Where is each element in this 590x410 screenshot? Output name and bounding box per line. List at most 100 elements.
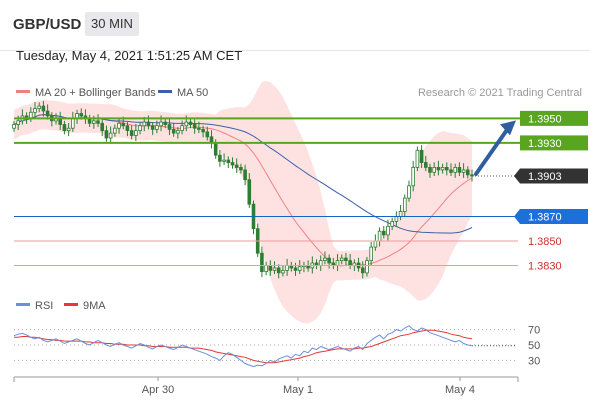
- candle-body: [285, 265, 289, 271]
- candle-body: [281, 269, 285, 274]
- candle-body: [104, 130, 109, 139]
- candle-body: [205, 131, 210, 138]
- candle-body: [218, 154, 222, 162]
- rsi-tick-label: 30: [528, 355, 540, 367]
- candle-body: [293, 267, 298, 271]
- candle-body: [125, 125, 130, 131]
- current-price-label: 1.3903: [528, 171, 562, 183]
- support-label: 1.3850: [528, 236, 562, 248]
- candle-body: [222, 159, 226, 162]
- forecast-arrow-head: [500, 120, 516, 136]
- candle-body: [339, 257, 344, 262]
- candle-body: [180, 125, 184, 131]
- candle-body: [37, 105, 41, 109]
- candle-body: [100, 122, 105, 132]
- legend-rsi-label: RSI: [35, 300, 53, 312]
- resistance-tag: [520, 110, 588, 126]
- candle-body: [432, 166, 436, 173]
- candle-body: [335, 260, 340, 266]
- candle-body: [41, 105, 46, 112]
- legend-ma20-swatch: [16, 90, 30, 93]
- candle-body: [201, 128, 205, 133]
- candle-body: [108, 132, 113, 139]
- candle-body: [234, 164, 239, 168]
- price-levels: 1.3950 1.3930 1.3870 1.3850 1.3830 1.3903: [14, 110, 588, 272]
- candle-body: [440, 166, 445, 171]
- candle-body: [407, 185, 411, 199]
- current-price-tag: [514, 168, 588, 184]
- candle-body: [16, 120, 20, 125]
- candle-body: [461, 169, 466, 173]
- candle-body: [117, 122, 121, 129]
- forecast-arrow-shaft: [474, 126, 510, 176]
- candle-body: [113, 127, 117, 134]
- candle-body: [121, 122, 126, 127]
- candle-body: [62, 124, 67, 131]
- rsi-tick-label: 70: [528, 325, 540, 337]
- rsi-9ma-line: [14, 329, 473, 364]
- resistance-label: 1.3930: [528, 138, 562, 150]
- candle-body: [33, 108, 37, 113]
- candle-body: [213, 142, 218, 156]
- candle-body: [239, 166, 243, 171]
- candle-body: [71, 118, 75, 129]
- candle-body: [138, 125, 142, 131]
- support-tag: [514, 208, 588, 224]
- candle-body: [423, 162, 428, 168]
- rsi-plot-area: 70 50 30: [13, 325, 540, 368]
- x-tick-label: May 4: [445, 384, 475, 396]
- legend-9ma-label: 9MA: [83, 300, 106, 312]
- copyright-label: Research © 2021 Trading Central: [418, 87, 582, 99]
- candle-body: [365, 260, 369, 274]
- candle-body: [260, 252, 264, 272]
- rsi-line: [13, 325, 473, 368]
- timeframe-badge[interactable]: 30 MIN: [85, 12, 139, 36]
- candle-body: [457, 166, 462, 173]
- x-axis-ticks: Apr 30 May 1 May 4: [142, 377, 475, 396]
- candle-body: [297, 266, 302, 271]
- candle-body: [348, 260, 352, 266]
- price-plot-area: [12, 80, 474, 324]
- candle-body: [381, 230, 386, 236]
- chart-header: GBP/USD 30 MIN: [0, 0, 590, 51]
- candle-body: [369, 246, 373, 262]
- candle-body: [419, 149, 424, 164]
- candle-body: [155, 125, 159, 130]
- candle-body: [79, 113, 84, 117]
- candle-body: [176, 130, 180, 134]
- candle-body: [92, 120, 96, 124]
- candle-body: [167, 124, 172, 130]
- candle-body: [402, 197, 407, 213]
- candle-body: [272, 267, 277, 271]
- candle-body: [415, 149, 420, 168]
- x-tick-label: May 1: [283, 384, 313, 396]
- x-tick-label: Apr 30: [142, 384, 174, 396]
- candle-body: [142, 121, 147, 127]
- legend-ma50-label: MA 50: [177, 87, 208, 99]
- candle-body: [377, 230, 382, 242]
- candle-body: [188, 121, 193, 125]
- candle-body: [323, 257, 327, 262]
- candle-body: [184, 121, 189, 127]
- candle-body: [171, 128, 176, 134]
- legend-9ma-swatch: [64, 303, 78, 306]
- candle-body: [428, 166, 432, 173]
- candle-body: [226, 159, 231, 164]
- candle-body: [12, 124, 16, 129]
- candle-body: [276, 267, 281, 274]
- candle-body: [390, 220, 394, 227]
- support-label: 1.3870: [528, 211, 562, 223]
- candle-body: [247, 179, 252, 205]
- candle-body: [444, 166, 449, 171]
- candle-body: [268, 265, 273, 271]
- candle-body: [436, 166, 441, 171]
- candle-body: [344, 257, 348, 262]
- resistance-label: 1.3950: [528, 113, 562, 125]
- candle-body: [163, 121, 168, 125]
- legend-ma20-label: MA 20 + Bollinger Bands: [35, 87, 156, 99]
- candle-body: [318, 260, 323, 266]
- resistance-tag: [520, 135, 588, 151]
- candle-body: [159, 121, 163, 127]
- candle-body: [465, 169, 470, 176]
